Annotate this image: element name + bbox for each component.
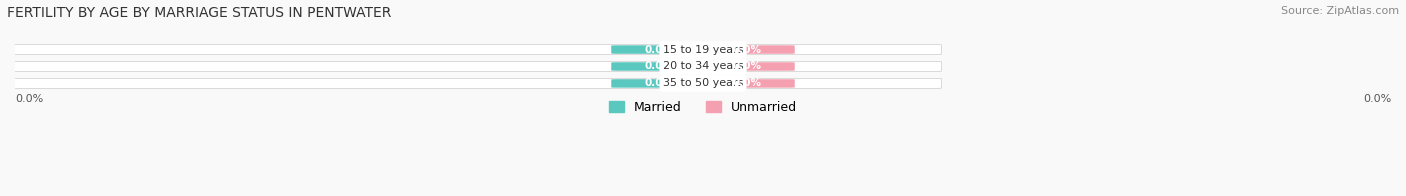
Text: 20 to 34 years: 20 to 34 years [662,62,744,72]
FancyBboxPatch shape [612,62,707,71]
Text: 0.0%: 0.0% [645,44,673,54]
FancyBboxPatch shape [699,62,794,71]
FancyBboxPatch shape [612,79,707,88]
Text: 15 to 19 years: 15 to 19 years [662,44,744,54]
Text: 0.0%: 0.0% [645,78,673,88]
FancyBboxPatch shape [699,79,794,88]
FancyBboxPatch shape [612,45,707,54]
Text: FERTILITY BY AGE BY MARRIAGE STATUS IN PENTWATER: FERTILITY BY AGE BY MARRIAGE STATUS IN P… [7,6,391,20]
Text: 0.0%: 0.0% [1362,94,1391,104]
Legend: Married, Unmarried: Married, Unmarried [603,96,803,119]
Text: 0.0%: 0.0% [645,62,673,72]
Text: 0.0%: 0.0% [733,78,761,88]
FancyBboxPatch shape [699,45,794,54]
FancyBboxPatch shape [6,62,942,72]
Text: 0.0%: 0.0% [733,62,761,72]
Text: 0.0%: 0.0% [733,44,761,54]
Text: 0.0%: 0.0% [15,94,44,104]
Text: Source: ZipAtlas.com: Source: ZipAtlas.com [1281,6,1399,16]
Text: 35 to 50 years: 35 to 50 years [662,78,744,88]
FancyBboxPatch shape [6,78,942,88]
FancyBboxPatch shape [6,44,942,54]
